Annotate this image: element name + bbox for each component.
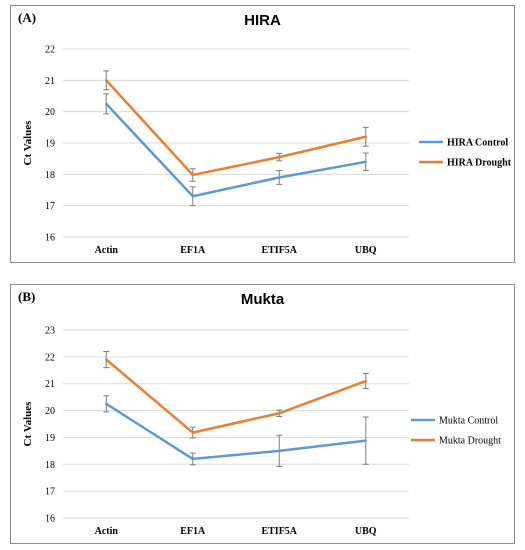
y-tick-label: 18 [45, 460, 55, 471]
data-point [364, 379, 367, 383]
data-point [278, 412, 281, 415]
panel-label-a: (A) [18, 10, 37, 25]
data-point [364, 160, 367, 163]
x-tick-label: EF1A [180, 526, 206, 537]
data-point [364, 439, 367, 442]
legend-entry: HIRA Control [447, 138, 508, 149]
series-line [105, 102, 366, 198]
chart-title-hira: HIRA [244, 12, 281, 29]
data-point [105, 79, 108, 82]
legend-entry: Mukta Drought [439, 436, 501, 447]
x-tick-label: Actin [95, 245, 119, 256]
y-tick-label: 18 [45, 170, 55, 181]
data-point [105, 402, 108, 406]
data-point [105, 102, 108, 106]
chart-panel-mukta: 16 17 18 19 20 21 22 23 Actin EF1A ETIF5A UBQ Ct Val… [10, 284, 515, 544]
x-tick-label: ETIF5A [261, 245, 297, 256]
series-line [105, 358, 367, 434]
y-axis-label: Ct Values [22, 401, 34, 447]
legend-entry: Mukta Control [439, 416, 498, 427]
chart-panel-hira: 16 17 18 19 20 21 22 Actin EF1A ETIF5A UBQ Ct Value… [10, 5, 515, 263]
y-tick-label: 16 [45, 233, 55, 244]
y-tick-label: 20 [45, 107, 55, 118]
chart-svg-mukta: 16 17 18 19 20 21 22 23 Actin EF1A ETIF5A UBQ Ct Val… [22, 326, 501, 538]
y-tick-label: 23 [45, 326, 55, 337]
chart-svg-hira: 16 17 18 19 20 21 22 Actin EF1A ETIF5A UBQ Ct Value… [22, 45, 512, 257]
y-tick-label: 17 [45, 201, 55, 212]
y-tick-label: 22 [45, 352, 55, 363]
y-tick-label: 19 [45, 139, 55, 150]
chart-title-mukta: Mukta [240, 291, 285, 308]
y-axis-label: Ct Values [22, 120, 34, 166]
y-tick-label: 19 [45, 433, 55, 444]
y-tick-label: 20 [45, 406, 55, 417]
panel-label-b: (B) [18, 289, 36, 304]
data-point [278, 176, 281, 179]
data-point [105, 358, 108, 361]
x-tick-label: Actin [95, 526, 119, 537]
data-point [278, 449, 281, 453]
series-line [105, 79, 367, 177]
data-point [278, 155, 281, 159]
legend-entry: HIRA Drought [447, 158, 512, 169]
x-tick-label: EF1A [180, 245, 206, 256]
y-tick-label: 21 [45, 379, 55, 390]
data-point [191, 457, 194, 461]
y-tick-label: 22 [45, 45, 55, 56]
data-point [191, 431, 194, 434]
x-tick-label: ETIF5A [261, 526, 297, 537]
data-point [364, 135, 367, 138]
data-point [191, 173, 194, 177]
y-tick-label: 17 [45, 487, 55, 498]
x-tick-label: UBQ [355, 526, 377, 537]
y-tick-label: 16 [45, 514, 55, 525]
series-line [105, 402, 366, 461]
data-point [191, 195, 194, 198]
x-tick-label: UBQ [355, 245, 377, 256]
y-tick-label: 21 [45, 76, 55, 87]
